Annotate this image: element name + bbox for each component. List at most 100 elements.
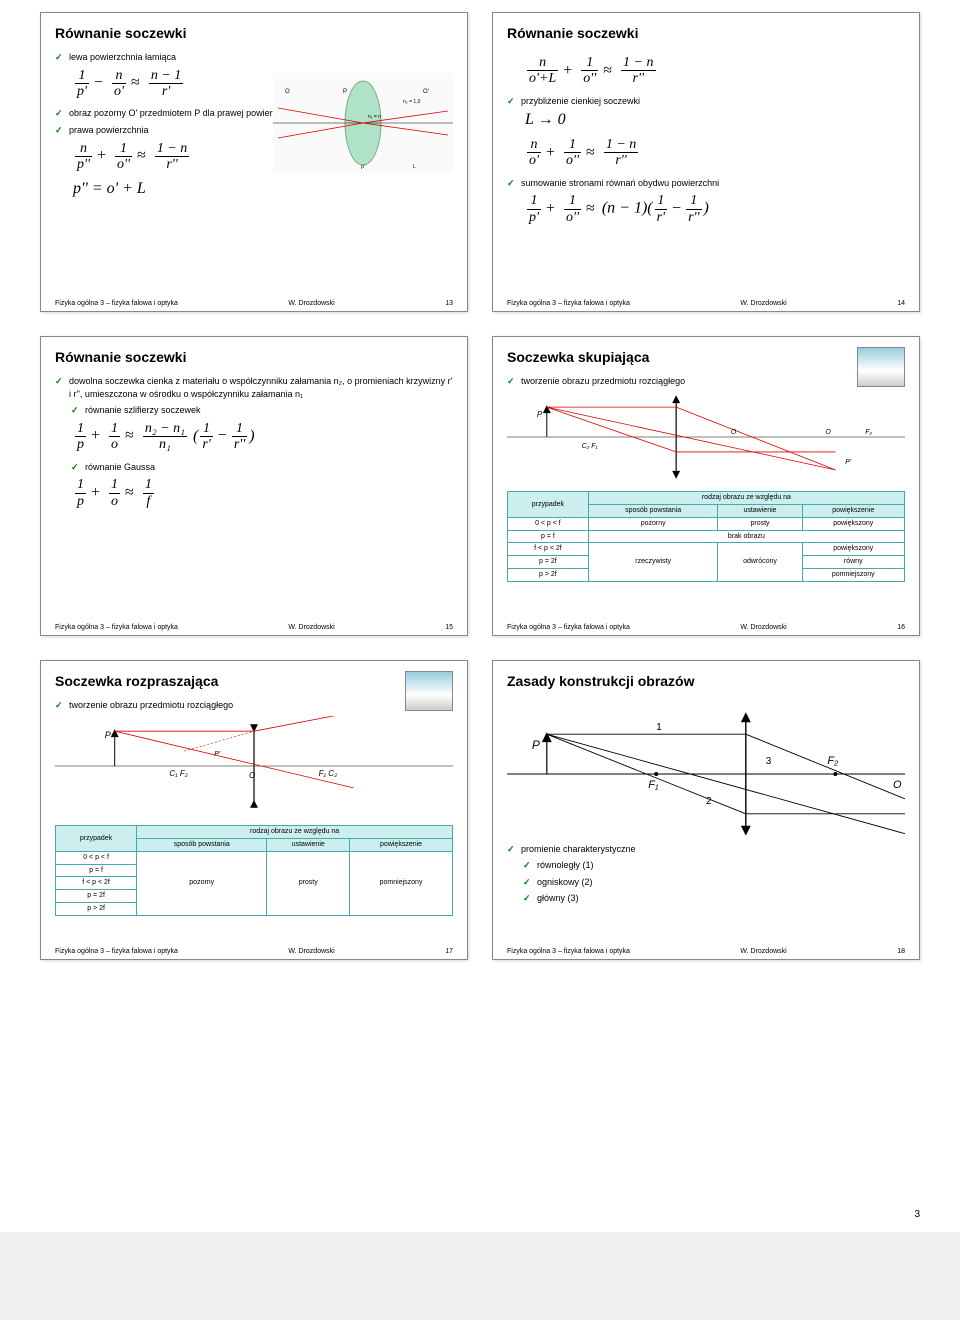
svg-text:O: O [249, 771, 255, 780]
slide-row-3: Soczewka rozpraszająca tworzenie obrazu … [0, 648, 960, 972]
th: przypadek [56, 826, 137, 852]
equation: 1p+ 1o≈ 1f [73, 477, 453, 509]
equation: L → 0 [525, 111, 905, 129]
bullet: tworzenie obrazu przedmiotu rozciągłego [55, 699, 453, 712]
footer-num: 14 [897, 300, 905, 307]
slide-title: Równanie soczewki [55, 25, 453, 41]
svg-text:C₁ F₂: C₁ F₂ [169, 769, 187, 778]
bullet: równanie szlifierzy soczewek [71, 404, 453, 417]
footer-left: Fizyka ogólna 3 – fizyka falowa i optyka [55, 624, 178, 631]
bullet: lewa powierzchnia łamiąca [55, 51, 453, 64]
equation: 1p'+ 1o''≈ (n − 1)(1r'−1r'') [525, 193, 905, 225]
slide-body: tworzenie obrazu przedmiotu rozciągłego … [55, 699, 453, 944]
th: ustawienie [718, 504, 802, 517]
footer-left: Fizyka ogólna 3 – fizyka falowa i optyka [507, 300, 630, 307]
slide-footer: Fizyka ogólna 3 – fizyka falowa i optyka… [507, 944, 905, 955]
svg-text:P': P' [214, 751, 221, 758]
slide-body: lewa powierzchnia łamiąca 1p'− no'≈ n − … [55, 51, 453, 296]
slide-footer: Fizyka ogólna 3 – fizyka falowa i optyka… [55, 944, 453, 955]
slide-footer: Fizyka ogólna 3 – fizyka falowa i optyka… [55, 620, 453, 631]
label-o: O [893, 779, 902, 791]
slide-13: Równanie soczewki lewa powierzchnia łami… [40, 12, 468, 312]
svg-text:P': P' [845, 458, 852, 465]
image-table: przypadek rodzaj obrazu ze względu na sp… [507, 491, 905, 582]
slide-body: P 1 3 2 F₁ F₂ O [507, 699, 905, 944]
slide-row-2: Równanie soczewki dowolna soczewka cienk… [0, 324, 960, 648]
slide-18: Zasady konstrukcji obrazów P 1 3 [492, 660, 920, 960]
svg-text:F₂: F₂ [865, 429, 872, 436]
slide-title: Zasady konstrukcji obrazów [507, 673, 905, 689]
label-p: P [532, 738, 540, 752]
footer-num: 16 [897, 624, 905, 631]
svg-text:P: P [537, 410, 543, 419]
svg-text:O: O [285, 89, 290, 95]
slide-14: Równanie soczewki no'+L+ 1o''≈ 1 − nr'' … [492, 12, 920, 312]
slide-footer: Fizyka ogólna 3 – fizyka falowa i optyka… [507, 620, 905, 631]
footer-mid: W. Drozdowski [740, 948, 786, 955]
slide-16: Soczewka skupiająca tworzenie obrazu prz… [492, 336, 920, 636]
label-r1: 1 [656, 722, 662, 733]
label-f2: F₂ [827, 755, 839, 767]
footer-num: 15 [445, 624, 453, 631]
svg-text:n₂ = 1,0: n₂ = 1,0 [403, 99, 421, 105]
svg-text:n₁ = n: n₁ = n [368, 114, 381, 120]
equation: no'+L+ 1o''≈ 1 − nr'' [525, 55, 905, 87]
bullet: sumowanie stronami równań obydwu powierz… [507, 177, 905, 190]
footer-left: Fizyka ogólna 3 – fizyka falowa i optyka [55, 300, 178, 307]
th: przypadek [508, 492, 589, 518]
svg-text:p': p' [361, 164, 365, 170]
slide-row-1: Równanie soczewki lewa powierzchnia łami… [0, 0, 960, 324]
footer-mid: W. Drozdowski [288, 624, 334, 631]
slide-title: Równanie soczewki [55, 349, 453, 365]
th-group: rodzaj obrazu ze względu na [588, 492, 904, 505]
footer-mid: W. Drozdowski [288, 300, 334, 307]
label-r2: 2 [706, 796, 712, 807]
page: Równanie soczewki lewa powierzchnia łami… [0, 0, 960, 1232]
svg-text:P: P [105, 730, 111, 740]
equation: p'' = o' + L [73, 180, 453, 198]
equation: no'+ 1o''≈ 1 − nr'' [525, 137, 905, 169]
th: powiększenie [350, 838, 453, 851]
footer-left: Fizyka ogólna 3 – fizyka falowa i optyka [507, 948, 630, 955]
equation: 1p+ 1o≈ n₂ − n₁n₁ (1r'−1r'') [73, 421, 453, 453]
slide-title: Soczewka skupiająca [507, 349, 905, 365]
footer-num: 18 [897, 948, 905, 955]
svg-text:P: P [343, 89, 347, 95]
bullet: ogniskowy (2) [523, 876, 905, 889]
svg-text:F₁ C₂: F₁ C₂ [319, 769, 337, 778]
label-f1: F₁ [648, 779, 659, 791]
lens-diagram: O P O' n₁ = n n₂ = 1,0 p' L [273, 73, 453, 173]
construction-diagram: P 1 3 2 F₁ F₂ O [507, 699, 905, 839]
slide-body: no'+L+ 1o''≈ 1 − nr'' przybliżenie cienk… [507, 51, 905, 296]
slide-body: tworzenie obrazu przedmiotu rozciągłego … [507, 375, 905, 620]
bullet: główny (3) [523, 892, 905, 905]
svg-text:O: O [731, 429, 737, 436]
footer-mid: W. Drozdowski [740, 300, 786, 307]
image-table: przypadek rodzaj obrazu ze względu na sp… [55, 825, 453, 916]
footer-left: Fizyka ogólna 3 – fizyka falowa i optyka [507, 624, 630, 631]
footer-mid: W. Drozdowski [740, 624, 786, 631]
footer-mid: W. Drozdowski [288, 948, 334, 955]
converging-lens-diagram: P C₂ F₁ O O F₂ P' [507, 392, 905, 482]
lens-svg: O P O' n₁ = n n₂ = 1,0 p' L [273, 73, 453, 173]
th: powiększenie [802, 504, 904, 517]
svg-text:L: L [413, 164, 416, 170]
slide-footer: Fizyka ogólna 3 – fizyka falowa i optyka… [55, 296, 453, 307]
th: sposób powstania [137, 838, 267, 851]
bullet: tworzenie obrazu przedmiotu rozciągłego [507, 375, 905, 388]
slide-title: Soczewka rozpraszająca [55, 673, 453, 689]
bullet: przybliżenie cienkiej soczewki [507, 95, 905, 108]
slide-title: Równanie soczewki [507, 25, 905, 41]
svg-text:O: O [825, 429, 831, 436]
bullet: równanie Gaussa [71, 461, 453, 474]
page-number: 3 [914, 1209, 920, 1220]
slide-17: Soczewka rozpraszająca tworzenie obrazu … [40, 660, 468, 960]
th: sposób powstania [588, 504, 718, 517]
svg-text:C₂ F₁: C₂ F₁ [582, 443, 599, 450]
footer-left: Fizyka ogólna 3 – fizyka falowa i optyka [55, 948, 178, 955]
diverging-lens-diagram: P C₁ F₂ O F₁ C₂ P' [55, 716, 453, 816]
bullet: promienie charakterystyczne [507, 843, 905, 856]
bullet: dowolna soczewka cienka z materiału o ws… [55, 375, 453, 400]
label-r3: 3 [766, 756, 772, 767]
slide-body: dowolna soczewka cienka z materiału o ws… [55, 375, 453, 620]
